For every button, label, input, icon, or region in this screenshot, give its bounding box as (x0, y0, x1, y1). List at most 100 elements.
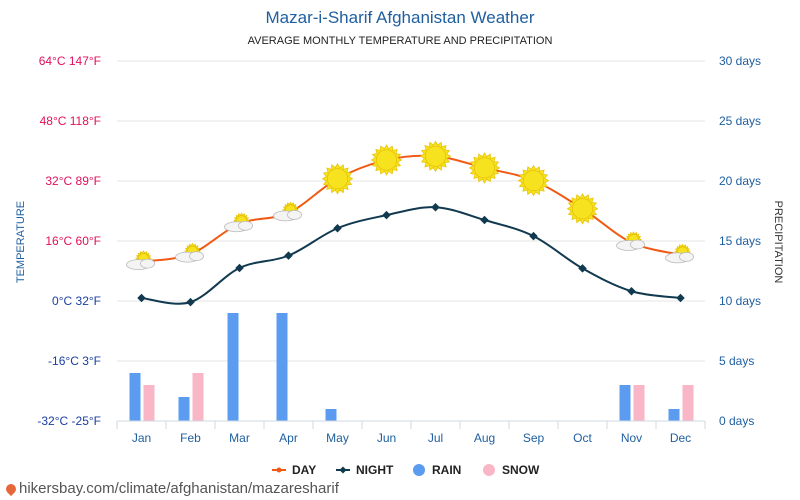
sun-icon (370, 144, 403, 176)
night-point (333, 224, 342, 233)
night-point (529, 231, 538, 241)
partly-cloudy-icon (616, 231, 645, 251)
partly-cloudy-icon (273, 201, 302, 222)
right-tick-label: 20 days (719, 174, 761, 188)
legend-swatch (483, 464, 495, 476)
month-label: Oct (573, 431, 592, 445)
source-link[interactable]: hikersbay.com/climate/afghanistan/mazare… (3, 480, 339, 497)
sun-disc (571, 198, 593, 220)
sun-disc (522, 170, 544, 192)
left-tick-label: 0°C 32°F (52, 294, 101, 308)
rain-bar (129, 373, 141, 421)
month-label: Jul (428, 431, 443, 445)
left-axis-label: TEMPERATURE (15, 201, 27, 283)
sun-icon (321, 163, 354, 195)
rain-bar (178, 397, 190, 421)
legend-label: SNOW (502, 463, 540, 477)
right-tick-label: 10 days (719, 294, 761, 308)
right-tick-label: 25 days (719, 114, 761, 128)
month-label: Sep (523, 431, 545, 445)
right-tick-label: 15 days (719, 234, 761, 248)
month-label: Jan (132, 431, 151, 445)
chart-legend: DAY NIGHT RAIN SNOW (272, 463, 540, 477)
legend-label: DAY (292, 463, 316, 477)
right-axis-ticks: 30 days 25 days 20 days 15 days 10 days 5 day… (719, 54, 761, 428)
sun-disc (473, 157, 495, 179)
month-label: Nov (621, 431, 642, 445)
snow-bar (682, 385, 694, 421)
legend-marker (276, 467, 282, 473)
partly-cloudy-icon (224, 212, 253, 233)
location-pin-icon (3, 481, 19, 497)
cloud-shape (630, 239, 645, 250)
rain-bar (619, 385, 631, 421)
legend-item-day: DAY (272, 463, 316, 477)
night-point (676, 293, 685, 303)
legend-item-snow: SNOW (483, 463, 540, 477)
month-label: Feb (180, 431, 201, 445)
right-tick-label: 5 days (719, 354, 754, 368)
legend-item-rain: RAIN (413, 463, 461, 477)
partly-cloudy-icon (126, 250, 155, 271)
rain-bar (276, 313, 288, 421)
sun-disc (326, 168, 348, 190)
precipitation-bars (129, 313, 694, 421)
chart-subtitle: AVERAGE MONTHLY TEMPERATURE AND PRECIPIT… (247, 35, 553, 47)
chart-title: Mazar-i-Sharif Afghanistan Weather (265, 8, 535, 27)
cloud-shape (679, 251, 694, 262)
right-tick-label: 0 days (719, 414, 754, 428)
grid-lines (117, 60, 705, 422)
right-tick-label: 30 days (719, 54, 761, 68)
snow-bar (143, 385, 155, 421)
source-url[interactable]: hikersbay.com/climate/afghanistan/mazare… (19, 480, 339, 497)
sun-icon (419, 140, 452, 173)
temperature-lines (137, 154, 685, 307)
night-point (480, 215, 489, 225)
night-point (431, 203, 440, 212)
sun-icon (517, 164, 550, 197)
day-line (141, 154, 681, 263)
night-point (137, 293, 146, 303)
left-tick-label: 32°C 89°F (45, 174, 101, 188)
weather-icons (126, 140, 694, 271)
sun-disc (375, 149, 397, 171)
left-tick-label: -32°C -25°F (37, 414, 101, 428)
partly-cloudy-icon (665, 243, 694, 264)
cloud-shape (287, 209, 302, 220)
right-axis-label: PRECIPITATION (772, 201, 784, 284)
month-label: May (326, 431, 349, 445)
month-label: Jun (377, 431, 396, 445)
sun-disc (424, 145, 446, 167)
legend-label: NIGHT (356, 463, 394, 477)
snow-bar (192, 373, 204, 421)
sun-icon (468, 152, 501, 184)
rain-bar (325, 409, 337, 421)
legend-item-night: NIGHT (336, 463, 394, 477)
legend-swatch (413, 464, 425, 476)
cloud-shape (140, 258, 155, 269)
night-point (578, 264, 587, 273)
rain-bar (227, 313, 239, 421)
partly-cloudy-icon (175, 242, 204, 263)
legend-marker (339, 466, 347, 474)
snow-bar (633, 385, 645, 421)
sun-icon (566, 193, 599, 225)
cloud-shape (189, 251, 204, 262)
rain-bar (668, 409, 680, 421)
night-point (627, 287, 636, 296)
night-point (382, 210, 391, 220)
left-tick-label: 16°C 60°F (45, 234, 101, 248)
month-axis: Jan Feb Mar Apr May Jun Jul Aug Sep Oct Nov Dec (116, 420, 706, 445)
left-axis-ticks: 64°C 147°F 48°C 118°F 32°C 89°F 16°C 60°F 0°… (37, 54, 101, 428)
night-line (141, 206, 681, 305)
left-tick-label: 48°C 118°F (40, 114, 101, 128)
month-label: Dec (670, 431, 691, 445)
month-label: Apr (279, 431, 298, 445)
month-label: Mar (229, 431, 250, 445)
left-tick-label: -16°C 3°F (48, 354, 101, 368)
night-point (284, 251, 293, 260)
left-tick-label: 64°C 147°F (39, 54, 101, 68)
month-label: Aug (474, 431, 495, 445)
legend-label: RAIN (432, 463, 461, 477)
